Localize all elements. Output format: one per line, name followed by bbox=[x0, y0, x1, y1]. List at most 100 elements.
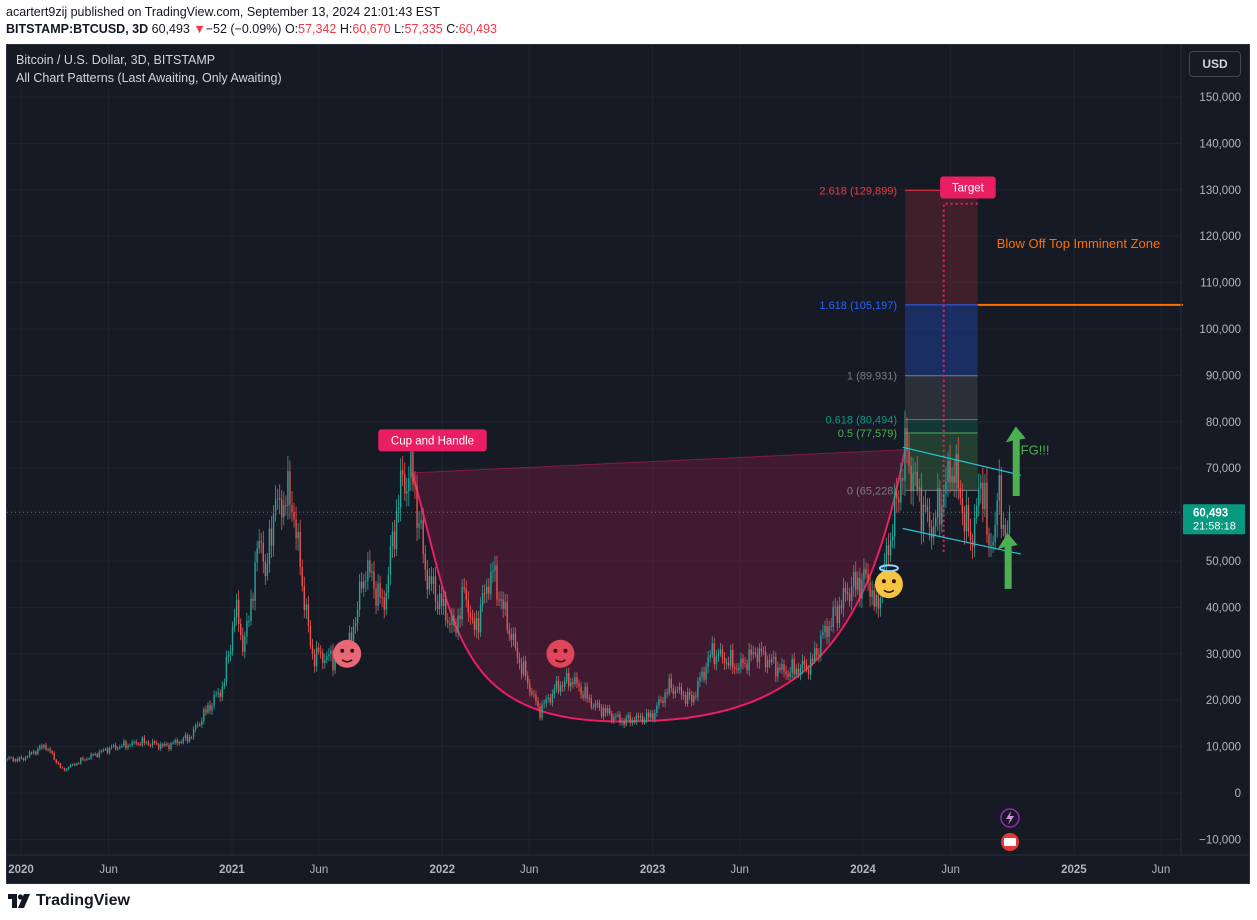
candle-body bbox=[695, 695, 697, 697]
candle-body bbox=[459, 615, 461, 620]
candle-body bbox=[488, 586, 490, 594]
candle-body bbox=[92, 754, 94, 756]
candle-body bbox=[129, 745, 131, 747]
candle-body bbox=[627, 715, 629, 718]
candle-body bbox=[264, 561, 267, 577]
candle-body bbox=[258, 540, 260, 549]
candle-body bbox=[576, 677, 578, 684]
close-label: C: bbox=[446, 22, 459, 36]
candle-body bbox=[838, 605, 841, 623]
candle-body bbox=[898, 498, 900, 503]
candle-body bbox=[951, 475, 953, 483]
candle-body bbox=[828, 625, 830, 637]
candle-body bbox=[223, 682, 226, 687]
candle-body bbox=[621, 720, 623, 723]
candle-body bbox=[319, 651, 322, 654]
candle-body bbox=[199, 724, 201, 726]
candle-body bbox=[233, 617, 236, 627]
candle-body bbox=[820, 635, 822, 656]
candle-body bbox=[145, 742, 148, 744]
candle-body bbox=[465, 588, 467, 600]
candle-body bbox=[281, 499, 283, 518]
candle-body bbox=[584, 686, 586, 698]
candle-body bbox=[893, 492, 896, 537]
candle-body bbox=[682, 695, 685, 697]
candle-body bbox=[494, 565, 496, 571]
candle-body bbox=[891, 536, 894, 541]
candle-body bbox=[317, 647, 320, 652]
candle-body bbox=[18, 757, 21, 762]
indicator-title[interactable]: All Chart Patterns (Last Awaiting, Only … bbox=[16, 71, 282, 85]
candle-body bbox=[326, 656, 328, 660]
candle-body bbox=[490, 572, 492, 594]
currency-button[interactable]: USD bbox=[1189, 51, 1241, 77]
candle-body bbox=[190, 737, 193, 739]
candle-body bbox=[1008, 512, 1011, 534]
candle-body bbox=[47, 748, 49, 750]
candle-body bbox=[617, 714, 619, 717]
candle-body bbox=[260, 540, 262, 543]
candle-body bbox=[984, 482, 986, 510]
candle-body bbox=[559, 685, 562, 692]
candle-body bbox=[736, 668, 738, 670]
channel-upper-line bbox=[902, 446, 1022, 476]
candle-body bbox=[762, 651, 765, 653]
candle-body bbox=[668, 678, 670, 694]
candle-body bbox=[291, 504, 293, 513]
chart-panel[interactable]: 2.618 (129,899) 1.618 (105,197) 1 (89,931)… bbox=[6, 44, 1250, 884]
candle-body bbox=[953, 475, 955, 483]
candle-body bbox=[623, 720, 625, 726]
candle-body bbox=[924, 504, 927, 507]
emoji-eye bbox=[340, 648, 345, 653]
candle-body bbox=[500, 599, 502, 601]
candle-body bbox=[377, 583, 379, 606]
candle-body bbox=[293, 512, 295, 520]
fib-zone bbox=[905, 304, 978, 376]
candle-body bbox=[555, 680, 558, 689]
candle-body bbox=[779, 667, 781, 670]
candle-body bbox=[229, 651, 232, 656]
candle-body bbox=[541, 704, 543, 719]
candle-body bbox=[110, 746, 113, 748]
candle-body bbox=[408, 478, 410, 492]
plot-background bbox=[7, 45, 1249, 883]
candle-body bbox=[611, 713, 613, 721]
annotation-badge-bg bbox=[940, 176, 996, 199]
candle-body bbox=[139, 744, 141, 746]
candle-body bbox=[574, 677, 576, 684]
candle-body bbox=[205, 709, 207, 713]
candlestick-series bbox=[7, 410, 1011, 772]
open-value: 57,342 bbox=[298, 22, 337, 36]
candle-body bbox=[797, 668, 800, 675]
candle-body bbox=[746, 663, 748, 671]
candle-body bbox=[442, 599, 445, 606]
candle-body bbox=[373, 571, 375, 589]
candle-body bbox=[520, 663, 523, 675]
candle-body bbox=[941, 505, 943, 525]
candle-body bbox=[822, 632, 824, 636]
candle-body bbox=[414, 484, 416, 487]
candle-body bbox=[82, 758, 84, 760]
candle-body bbox=[149, 744, 152, 746]
candle-body bbox=[553, 688, 556, 694]
candle-body bbox=[818, 654, 820, 656]
x-tick-label: 2021 bbox=[219, 864, 245, 876]
candle-body bbox=[803, 660, 806, 666]
candle-body bbox=[217, 692, 219, 694]
y-tick-label: 150,000 bbox=[1199, 92, 1241, 104]
candle-body bbox=[30, 752, 33, 754]
emoji-mouth bbox=[341, 659, 353, 663]
candle-body bbox=[428, 576, 431, 590]
price-chart[interactable]: 2.618 (129,899) 1.618 (105,197) 1 (89,931)… bbox=[7, 45, 1249, 883]
candle-body bbox=[272, 514, 275, 546]
candle-body bbox=[504, 601, 506, 609]
candle-body bbox=[274, 499, 277, 515]
tradingview-logo[interactable]: TradingView bbox=[8, 892, 130, 910]
y-tick-label: 50,000 bbox=[1206, 556, 1241, 568]
candle-body bbox=[127, 745, 129, 748]
fib-level-label: 1 (89,931) bbox=[847, 371, 897, 383]
x-tick-label: Jun bbox=[520, 864, 539, 876]
candle-body bbox=[524, 661, 527, 677]
candle-body bbox=[602, 707, 605, 717]
candle-body bbox=[235, 599, 238, 618]
